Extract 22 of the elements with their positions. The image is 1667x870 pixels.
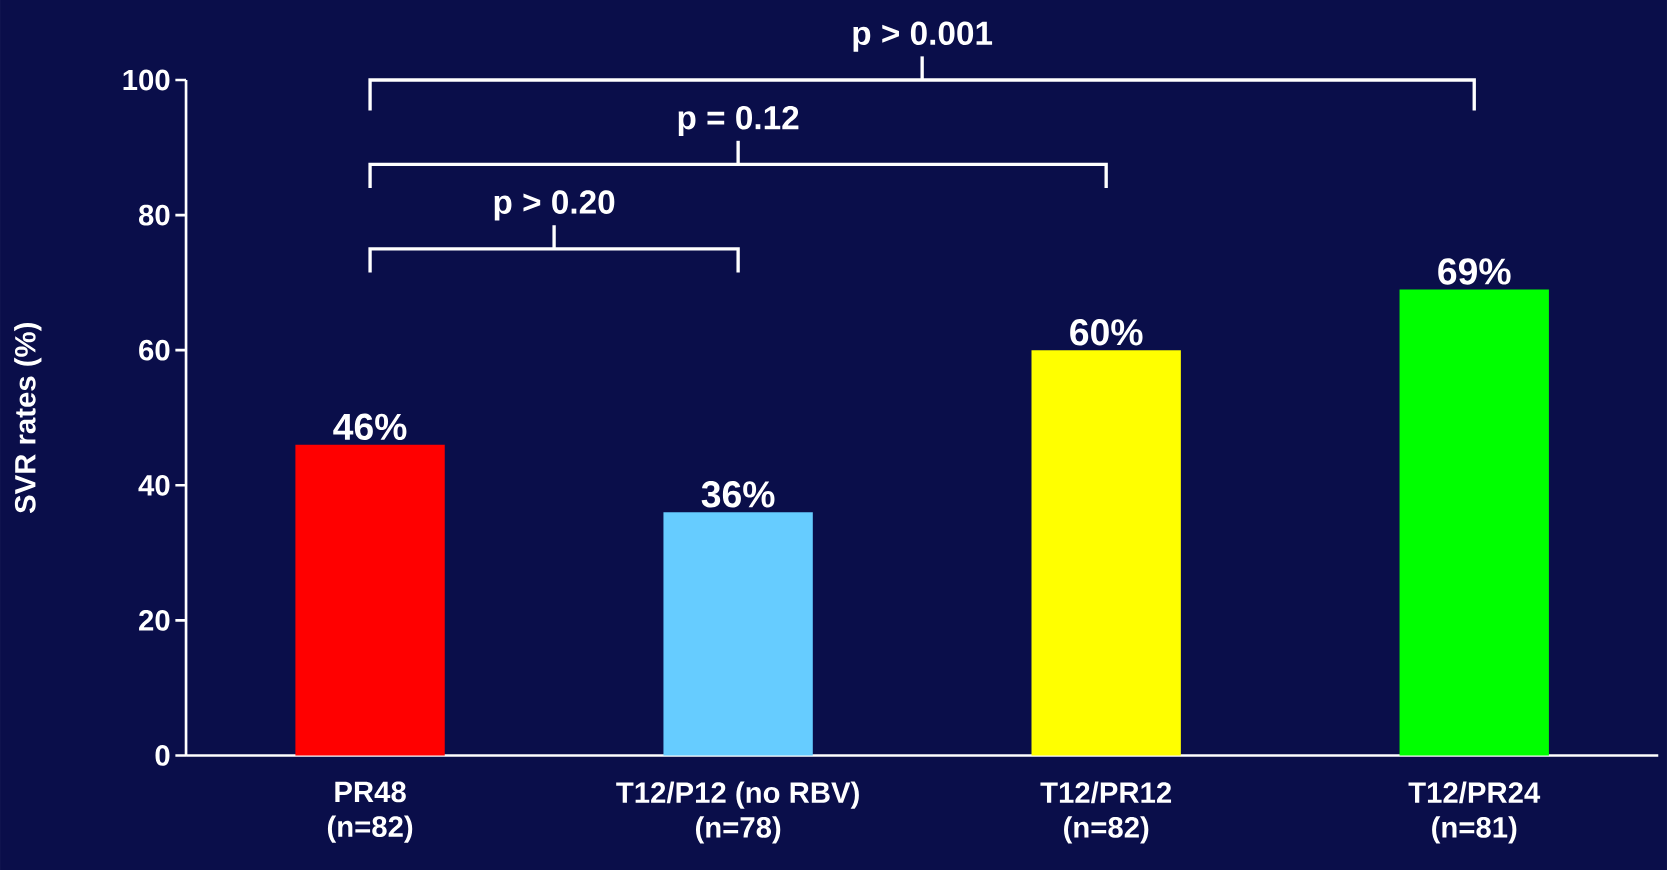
x-tick-label: PR48 (n=82): [327, 781, 413, 843]
y-tick-label: 20: [139, 609, 170, 631]
data-label: 46%: [333, 413, 407, 440]
y-tick-label: 80: [138, 204, 170, 226]
x-tick-label: T12/P12 (no RBV) (n=78): [616, 781, 859, 844]
y-tick-label: 0: [155, 744, 170, 766]
y-tick-label: 100: [123, 69, 170, 91]
data-label: 36%: [701, 481, 775, 508]
y-tick-label: 60: [139, 339, 170, 361]
bar: [1031, 350, 1181, 756]
y-axis-title: SVR rates (%): [14, 322, 42, 514]
text: p > 0.001: [853, 21, 993, 52]
data-label: 60%: [1070, 318, 1143, 346]
y-tick-label: 40: [138, 474, 170, 496]
bar: [295, 444, 445, 756]
annotation: p > 0.20: [494, 190, 615, 221]
bar: [663, 512, 813, 756]
annotation: p = 0.12: [678, 105, 799, 137]
bar: [1399, 289, 1549, 756]
x-tick-label: T12/PR24 (n=81): [1408, 781, 1541, 844]
x-tick-label: T12/PR12 (n=82): [1040, 781, 1172, 844]
data-label: 69%: [1438, 258, 1511, 285]
